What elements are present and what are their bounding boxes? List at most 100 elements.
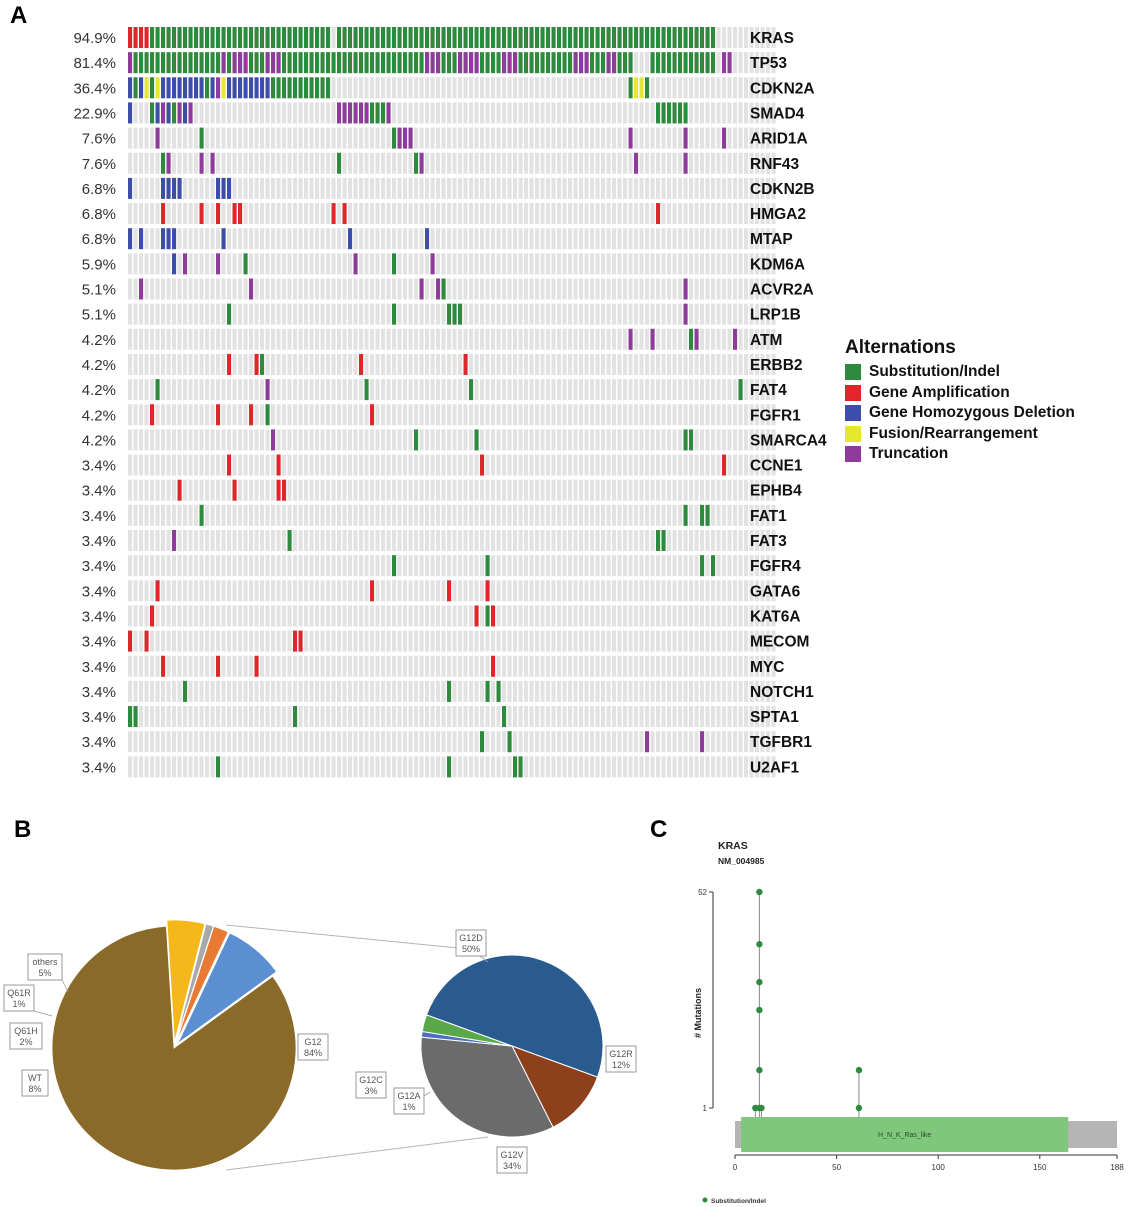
sample-cell bbox=[513, 379, 518, 401]
sample-cell bbox=[590, 530, 595, 551]
sample-cell bbox=[656, 680, 661, 702]
sample-cell bbox=[331, 504, 336, 526]
alteration-cell bbox=[155, 52, 160, 74]
alteration-cell bbox=[271, 77, 276, 99]
sample-cell bbox=[436, 102, 441, 124]
sample-cell bbox=[265, 680, 270, 702]
sample-cell bbox=[595, 404, 600, 426]
sample-cell bbox=[331, 278, 336, 300]
sample-cell bbox=[337, 353, 342, 375]
sample-cell bbox=[315, 605, 320, 627]
sample-cell bbox=[623, 655, 628, 677]
sample-cell bbox=[744, 630, 749, 652]
sample-cell bbox=[711, 228, 716, 250]
sample-cell bbox=[441, 454, 446, 476]
sample-cell bbox=[667, 77, 672, 99]
sample-cell bbox=[414, 228, 419, 250]
sample-cell bbox=[766, 630, 771, 652]
sample-cell bbox=[419, 580, 424, 602]
sample-cell bbox=[392, 328, 397, 350]
sample-cell bbox=[612, 706, 617, 728]
sample-cell bbox=[199, 102, 204, 124]
sample-cell bbox=[760, 328, 765, 350]
sample-cell bbox=[177, 454, 182, 476]
sample-cell bbox=[458, 555, 463, 577]
sample-cell bbox=[293, 756, 298, 778]
sample-cell bbox=[458, 454, 463, 476]
sample-cell bbox=[496, 580, 501, 602]
sample-cell bbox=[700, 756, 705, 778]
sample-cell bbox=[463, 203, 468, 225]
sample-cell bbox=[469, 630, 474, 652]
sample-cell bbox=[298, 680, 303, 702]
sample-cell bbox=[414, 203, 419, 225]
sample-cell bbox=[738, 278, 743, 300]
sample-cell bbox=[458, 127, 463, 149]
sample-cell bbox=[513, 404, 518, 426]
sample-cell bbox=[249, 328, 254, 350]
alteration-cell bbox=[243, 253, 248, 275]
sample-cell bbox=[348, 706, 353, 728]
sample-cell bbox=[518, 303, 523, 325]
sample-cell bbox=[221, 429, 226, 451]
sample-cell bbox=[276, 379, 281, 401]
alteration-cell bbox=[491, 52, 496, 74]
sample-cell bbox=[419, 228, 424, 250]
sample-cell bbox=[672, 580, 677, 602]
sample-cell bbox=[645, 52, 650, 74]
sample-cell bbox=[612, 253, 617, 275]
sample-cell bbox=[436, 228, 441, 250]
sample-cell bbox=[441, 756, 446, 778]
sample-cell bbox=[172, 605, 177, 627]
sample-cell bbox=[194, 228, 199, 250]
sample-cell bbox=[408, 177, 413, 199]
sample-cell bbox=[194, 605, 199, 627]
alteration-cell bbox=[414, 27, 419, 48]
sample-cell bbox=[595, 77, 600, 99]
sample-cell bbox=[667, 530, 672, 551]
sample-cell bbox=[210, 127, 215, 149]
sample-cell bbox=[683, 353, 688, 375]
sample-cell bbox=[210, 253, 215, 275]
sample-cell bbox=[282, 555, 287, 577]
sample-cell bbox=[370, 454, 375, 476]
sample-cell bbox=[309, 454, 314, 476]
sample-cell bbox=[364, 429, 369, 451]
sample-cell bbox=[364, 706, 369, 728]
sample-cell bbox=[579, 479, 584, 501]
sample-cell bbox=[661, 429, 666, 451]
sample-cell bbox=[254, 630, 259, 652]
sample-cell bbox=[760, 655, 765, 677]
sample-cell bbox=[628, 655, 633, 677]
sample-cell bbox=[216, 353, 221, 375]
sample-cell bbox=[403, 555, 408, 577]
sample-cell bbox=[562, 580, 567, 602]
sample-cell bbox=[694, 454, 699, 476]
sample-cell bbox=[771, 605, 776, 627]
oncoprint-row-u2af1 bbox=[128, 756, 776, 778]
sample-cell bbox=[469, 454, 474, 476]
sample-cell bbox=[293, 228, 298, 250]
sample-cell bbox=[276, 152, 281, 174]
sample-cell bbox=[194, 555, 199, 577]
sample-cell bbox=[458, 203, 463, 225]
sample-cell bbox=[359, 177, 364, 199]
sample-cell bbox=[557, 228, 562, 250]
sample-cell bbox=[232, 303, 237, 325]
sample-cell bbox=[650, 530, 655, 551]
sample-cell bbox=[535, 454, 540, 476]
sample-cell bbox=[749, 404, 754, 426]
sample-cell bbox=[304, 605, 309, 627]
sample-cell bbox=[381, 655, 386, 677]
sample-cell bbox=[348, 353, 353, 375]
sample-cell bbox=[683, 756, 688, 778]
sample-cell bbox=[469, 353, 474, 375]
sample-cell bbox=[320, 379, 325, 401]
sample-cell bbox=[628, 404, 633, 426]
sample-cell bbox=[606, 353, 611, 375]
sample-cell bbox=[634, 52, 639, 74]
row-gene-label: ERBB2 bbox=[750, 357, 803, 374]
sample-cell bbox=[661, 203, 666, 225]
sample-cell bbox=[254, 253, 259, 275]
sample-cell bbox=[562, 203, 567, 225]
